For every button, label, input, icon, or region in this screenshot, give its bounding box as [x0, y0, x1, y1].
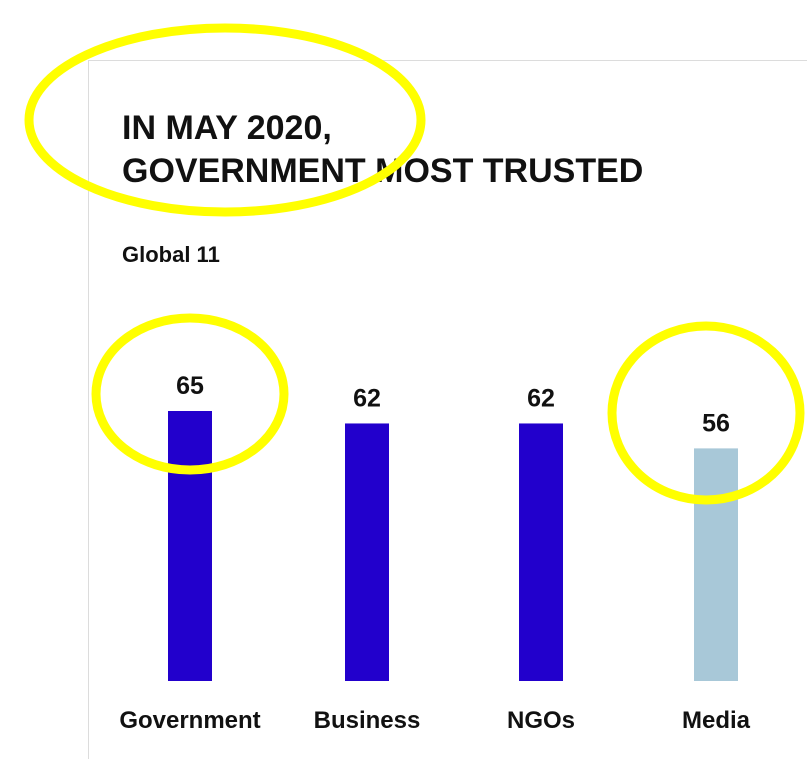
category-label-media: Media — [682, 707, 751, 734]
chart-title-text: IN MAY 2020, GOVERNMENT MOST TRUSTED — [122, 109, 643, 190]
highlight-annotations — [24, 23, 805, 505]
value-label-government: 65 — [176, 372, 204, 400]
bar-media — [694, 448, 738, 681]
media-value-highlight-circle — [607, 321, 805, 505]
government-value-highlight-circle — [91, 313, 289, 475]
category-label-business: Business — [314, 707, 421, 734]
category-label-ngos: NGOs — [507, 707, 575, 734]
value-label-media: 56 — [702, 409, 730, 437]
value-label-ngos: 62 — [527, 384, 555, 412]
bar-business — [345, 423, 389, 681]
title-highlight-ellipse — [24, 23, 426, 217]
chart-subtitle: Global 11 — [122, 242, 220, 267]
bar-government — [168, 411, 212, 681]
category-labels-layer: Government Business NGOs Media — [119, 707, 750, 734]
value-labels-layer: 65 62 62 56 — [176, 372, 730, 437]
bar-ngos — [519, 423, 563, 681]
chart-title-line: IN MAY 2020, — [122, 109, 332, 147]
bars-layer — [168, 411, 738, 681]
category-label-government: Government — [119, 707, 260, 734]
value-label-business: 62 — [353, 384, 381, 412]
chart-title: IN MAY 2020, GOVERNMENT MOST TRUSTED — [122, 109, 643, 190]
